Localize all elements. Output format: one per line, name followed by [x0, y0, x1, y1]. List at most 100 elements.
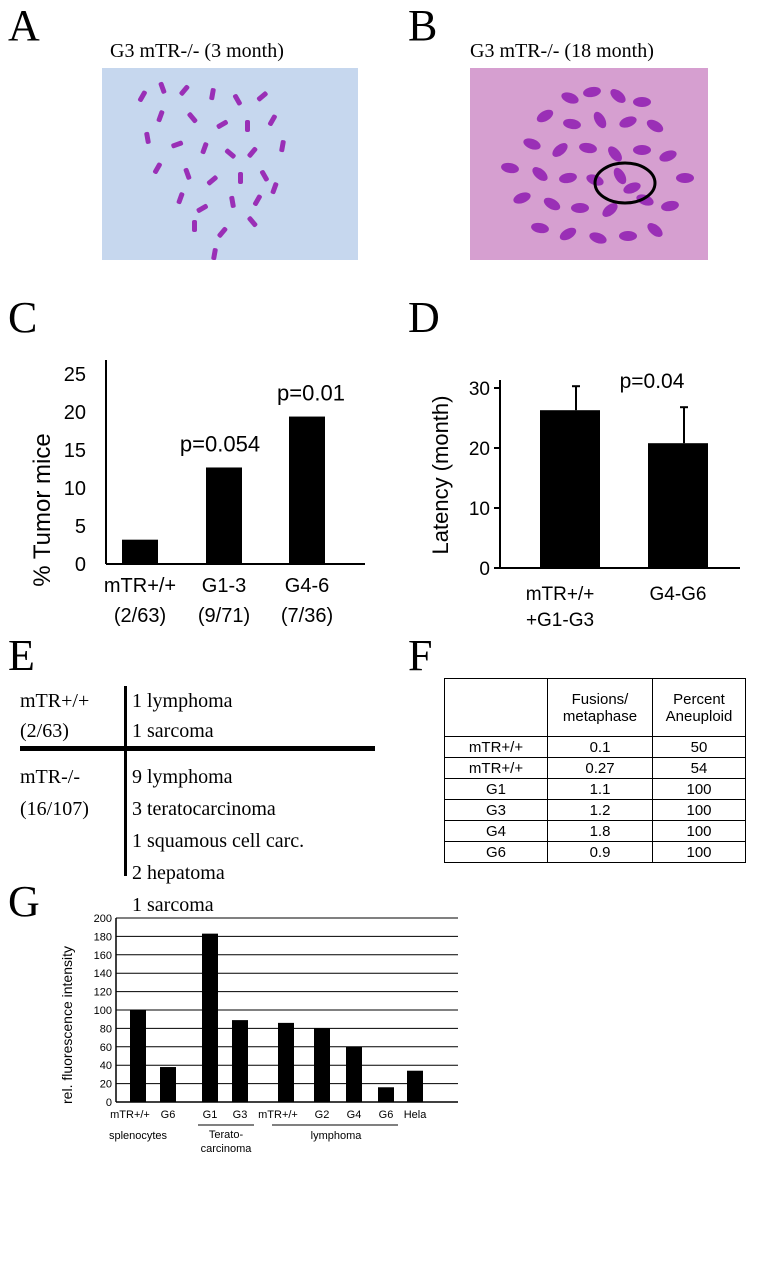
panel-letter-a: A — [8, 1, 40, 50]
chromosome — [563, 118, 581, 130]
table-f-cell: 1.8 — [547, 820, 653, 842]
chart-c-bar — [206, 467, 242, 564]
chart-g-group-label: carcinoma — [201, 1143, 253, 1155]
chromosome — [636, 194, 654, 206]
panel-letter-d: D — [408, 293, 440, 342]
chromosome — [661, 200, 679, 212]
chromosome — [153, 162, 162, 174]
chart-g-y-tick-label: 140 — [94, 968, 112, 980]
table-f-cell: 100 — [652, 799, 746, 821]
table-e-tumor-ko-2: 3 teratocarcinoma — [132, 798, 276, 820]
chart-c-pvalue-label: p=0.054 — [180, 431, 260, 456]
chromosome — [216, 119, 228, 129]
chromosome — [523, 138, 541, 150]
chart-g-y-tick-label: 60 — [100, 1042, 112, 1054]
chart-g-x-tick-label: G6 — [161, 1109, 176, 1121]
table-f-header-blank — [444, 678, 548, 737]
chart-g-x-tick-label: G2 — [315, 1109, 330, 1121]
chart-g-x-tick-label: mTR+/+ — [110, 1109, 150, 1121]
panel-letter-e: E — [8, 631, 35, 680]
chromosome — [608, 146, 622, 162]
chromosome — [552, 143, 568, 157]
chromosome — [633, 145, 651, 155]
chart-d-y-tick-label: 0 — [479, 559, 490, 580]
chart-d-ylabel: Latency (month) — [428, 396, 453, 555]
chart-g-y-tick-label: 20 — [100, 1079, 112, 1091]
chart-g-x-tick-label: mTR+/+ — [258, 1109, 298, 1121]
chromosome — [245, 120, 250, 132]
chromosome — [610, 89, 626, 103]
table-row: G6 0.9 100 — [444, 841, 746, 863]
chromosome — [531, 222, 549, 234]
chromosome — [602, 203, 618, 217]
table-f-cell: mTR+/+ — [444, 757, 548, 779]
table-row: G1 1.1 100 — [444, 778, 746, 800]
chromosome — [206, 175, 218, 186]
chart-d-bar — [540, 410, 600, 568]
table-f-cell: 1.2 — [547, 799, 653, 821]
chart-g-y-tick-label: 100 — [94, 1005, 112, 1017]
chart-g-bar — [407, 1070, 423, 1102]
table-f-cell: 1.1 — [547, 778, 653, 800]
chart-c-pvalue-label: p=0.01 — [277, 381, 345, 406]
table-e-tumor-wt-1: 1 lymphoma — [132, 690, 233, 712]
chromosome — [646, 119, 664, 133]
table-f-cell: 0.27 — [547, 757, 653, 779]
chart-g-x-tick-label: G6 — [379, 1109, 394, 1121]
chart-c-x-tick-label: G4-6 — [285, 575, 329, 597]
table-e-count-ko: (16/107) — [20, 798, 89, 820]
table-f-cell: 100 — [652, 820, 746, 842]
chart-g-bar — [278, 1022, 294, 1102]
table-row: mTR+/+ 0.27 54 — [444, 757, 746, 779]
chart-d-y-tick-label: 20 — [469, 439, 490, 460]
chromosome — [256, 91, 268, 102]
fusion-aneuploidy-table: Fusions/ metaphase Percent Aneuploid mTR… — [444, 678, 746, 863]
chart-g-y-tick-label: 40 — [100, 1060, 112, 1072]
chromosome — [270, 182, 279, 195]
chart-c-x-tick-sublabel: (2/63) — [114, 605, 166, 627]
table-f-cell: G1 — [444, 778, 548, 800]
chromosome — [209, 88, 216, 101]
chart-g-bar — [346, 1046, 362, 1102]
table-e-group-wt: mTR+/+ — [20, 690, 90, 712]
chromosome — [561, 92, 579, 104]
chart-d: Latency (month) 0 10 20 30 mTR+/+ +G1-G3 G4-G… — [428, 370, 740, 631]
chart-g-x-tick-label: G4 — [347, 1109, 362, 1121]
panel-letter-c: C — [8, 293, 38, 342]
chart-g-group-label: splenocytes — [109, 1130, 168, 1142]
chromosome — [543, 197, 561, 211]
table-f-cell: G3 — [444, 799, 548, 821]
chromosome — [559, 227, 577, 241]
chromosome — [224, 148, 236, 159]
table-f-cell: G6 — [444, 841, 548, 863]
chart-g-bar — [314, 1028, 330, 1102]
chart-c-x-tick-sublabel: (7/36) — [281, 605, 333, 627]
chromosome — [589, 232, 607, 244]
chromosome — [217, 226, 228, 238]
chart-c-y-tick-label: 25 — [64, 364, 86, 386]
panel-letter-b: B — [408, 1, 438, 50]
chromosome — [156, 110, 165, 123]
chart-d-x-tick-label: +G1-G3 — [526, 610, 594, 631]
chart-c-bar — [289, 416, 325, 564]
table-f-cell: 50 — [652, 736, 746, 758]
chromosome — [192, 220, 197, 232]
chromosome — [676, 173, 694, 183]
table-f-cell: 100 — [652, 778, 746, 800]
panel-letter-g: G — [8, 877, 40, 926]
chart-d-x-tick-label: G4-G6 — [649, 584, 706, 605]
chromosome — [260, 170, 269, 182]
table-e-tumor-ko-3: 1 squamous cell carc. — [132, 830, 305, 852]
table-e-tumor-ko-5: 1 sarcoma — [132, 894, 214, 916]
micrograph-18-month — [470, 68, 708, 260]
table-e-count-wt: (2/63) — [20, 720, 69, 742]
chart-c-y-tick-label: 5 — [75, 516, 86, 538]
chart-g-y-tick-label: 120 — [94, 987, 112, 999]
fusion-highlight-circle — [593, 161, 657, 205]
table-row: G3 1.2 100 — [444, 799, 746, 821]
chart-g-y-tick-label: 180 — [94, 931, 112, 943]
chart-g-bar — [202, 933, 218, 1102]
chromosome — [647, 223, 663, 237]
chromosome — [613, 167, 627, 185]
chromosome — [579, 142, 597, 154]
